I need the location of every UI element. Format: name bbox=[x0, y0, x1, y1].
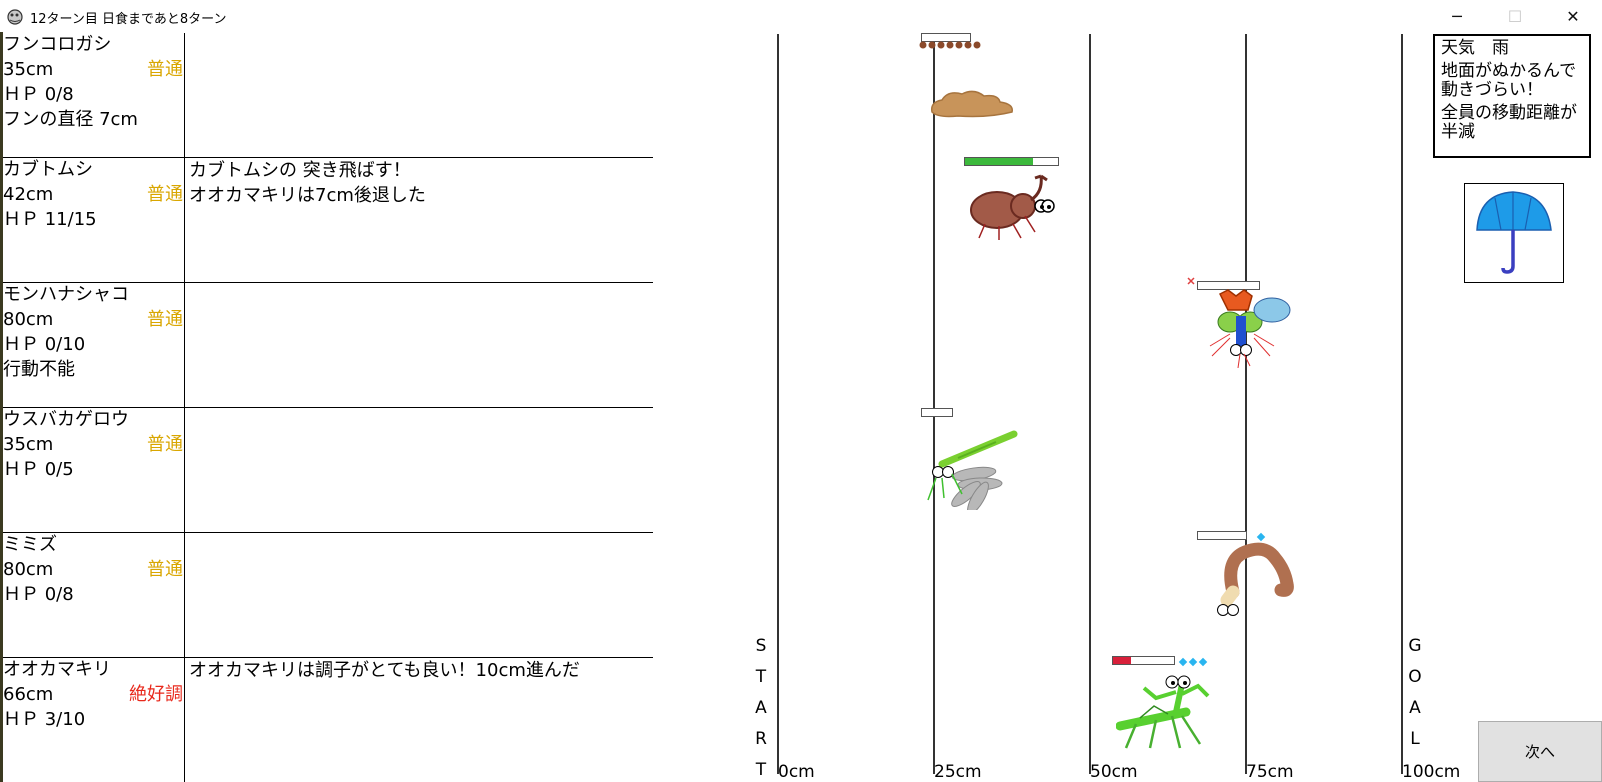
dung-beetle-pellets-icon bbox=[919, 41, 981, 49]
insect-name: ミミズ bbox=[3, 534, 57, 555]
distance-label: 50cm bbox=[1090, 762, 1138, 782]
battle-log: オオカマキリは調子がとても良い！10cm進んだ bbox=[189, 658, 580, 683]
buff-icon bbox=[1178, 657, 1188, 667]
next-button[interactable]: 次へ bbox=[1478, 721, 1602, 782]
weather-effect: 半減 bbox=[1441, 122, 1475, 142]
insect-condition: 絶好調 bbox=[129, 684, 183, 705]
hp-bar-earthworm bbox=[1197, 531, 1247, 540]
insect-hp: ＨＰ 0/8 bbox=[3, 584, 74, 605]
goal-letter: O bbox=[1408, 667, 1422, 687]
weather-effect: 全員の移動距離が bbox=[1441, 103, 1577, 123]
battle-log: カブトムシの 突き飛ばす！ オオカマキリは7cm後退した bbox=[189, 158, 426, 208]
status-row-earthworm: ミミズ 80cm 普通 ＨＰ 0/8 bbox=[3, 533, 653, 658]
insect-name: フンコロガシ bbox=[3, 34, 112, 55]
insect-condition: 普通 bbox=[147, 434, 183, 455]
start-letter: R bbox=[755, 729, 767, 749]
insect-name: オオカマキリ bbox=[3, 659, 111, 680]
goal-letter: G bbox=[1408, 636, 1422, 656]
maximize-button[interactable]: ☐ bbox=[1507, 6, 1523, 26]
close-button[interactable]: ✕ bbox=[1566, 6, 1580, 26]
goal-letter: A bbox=[1409, 698, 1421, 718]
buff-icon bbox=[1188, 657, 1198, 667]
status-row-rhino-beetle: カブトムシ 42cm 普通 ＨＰ 11/15 カブトムシの 突き飛ばす！ オオカ… bbox=[3, 158, 653, 283]
track-line-75cm bbox=[1245, 34, 1247, 774]
status-row-dung-beetle: フンコロガシ 35cm 普通 ＨＰ 0/8 フンの直径 7cm bbox=[3, 33, 653, 158]
hp-bar-mantis bbox=[1112, 656, 1175, 665]
hp-bar-dung-beetle bbox=[921, 33, 971, 42]
insect-extra: フンの直径 7cm bbox=[3, 109, 138, 130]
insect-hp: ＨＰ 0/5 bbox=[3, 459, 74, 480]
track-line-0cm bbox=[777, 34, 779, 774]
weather-panel: 天気 雨 地面がぬかるんで 動きづらい！ 全員の移動距離が 半減 bbox=[1433, 34, 1591, 158]
distance-label: 100cm bbox=[1402, 762, 1461, 782]
goal-letter: L bbox=[1410, 729, 1420, 749]
insect-position: 42cm bbox=[3, 184, 54, 205]
insect-hp: ＨＰ 11/15 bbox=[3, 209, 97, 230]
status-row-mantis-shrimp: モンハナシャコ 80cm 普通 ＨＰ 0/10 行動不能 bbox=[3, 283, 653, 408]
insect-name: カブトムシ bbox=[3, 159, 93, 180]
track-line-50cm bbox=[1089, 34, 1091, 774]
insect-position: 80cm bbox=[3, 309, 54, 330]
window-title: 12ターン目 日食まであと8ターン bbox=[30, 12, 227, 27]
insect-condition: 普通 bbox=[147, 184, 183, 205]
start-letter: S bbox=[755, 636, 767, 656]
weather-title: 天気 雨 bbox=[1441, 38, 1509, 58]
dung-beetle-app-icon bbox=[7, 9, 23, 25]
insect-extra: 行動不能 bbox=[3, 359, 75, 380]
insect-name: モンハナシャコ bbox=[3, 284, 129, 305]
weather-icon-frame bbox=[1464, 183, 1564, 283]
start-letter: T bbox=[755, 760, 767, 780]
minimize-button[interactable]: ─ bbox=[1452, 6, 1462, 26]
insect-position: 35cm bbox=[3, 59, 54, 80]
start-letter: A bbox=[755, 698, 767, 718]
log-line: オオカマキリは7cm後退した bbox=[189, 185, 426, 206]
log-line: カブトムシの 突き飛ばす！ bbox=[189, 160, 411, 181]
defeated-mark-icon bbox=[1187, 277, 1195, 285]
insect-hp: ＨＰ 0/8 bbox=[3, 84, 74, 105]
track-line-100cm bbox=[1401, 34, 1403, 774]
track-line-25cm bbox=[933, 34, 935, 774]
buff-icon bbox=[1198, 657, 1208, 667]
earthworm-icon bbox=[1217, 542, 1294, 616]
dung-ball-icon bbox=[930, 90, 1013, 118]
insect-position: 35cm bbox=[3, 434, 54, 455]
start-letter: T bbox=[755, 667, 767, 687]
insect-hp: ＨＰ 0/10 bbox=[3, 334, 86, 355]
mantis-shrimp-icon bbox=[1209, 289, 1291, 368]
rhino-beetle-icon bbox=[970, 174, 1055, 240]
antlion-icon bbox=[927, 430, 1018, 510]
status-row-antlion: ウスバカゲロウ 35cm 普通 ＨＰ 0/5 bbox=[3, 408, 653, 533]
insect-position: 66cm bbox=[3, 684, 54, 705]
log-line: オオカマキリは調子がとても良い！10cm進んだ bbox=[189, 660, 580, 681]
insect-condition: 普通 bbox=[147, 59, 183, 80]
background-edge bbox=[0, 32, 3, 782]
weather-desc: 動きづらい！ bbox=[1441, 80, 1543, 100]
title-bar: 12ターン目 日食まであと8ターン ─ ☐ ✕ bbox=[0, 0, 1602, 32]
insect-condition: 普通 bbox=[147, 309, 183, 330]
row-divider bbox=[184, 283, 185, 407]
row-divider bbox=[184, 533, 185, 657]
weather-desc: 地面がぬかるんで bbox=[1441, 61, 1577, 81]
insect-name: ウスバカゲロウ bbox=[3, 409, 129, 430]
mantis-icon bbox=[1116, 675, 1210, 749]
row-divider bbox=[184, 408, 185, 532]
status-row-mantis: オオカマキリ 66cm 絶好調 ＨＰ 3/10 オオカマキリは調子がとても良い！… bbox=[3, 658, 653, 782]
hp-bar-rhino-beetle bbox=[964, 157, 1059, 166]
row-divider bbox=[184, 33, 185, 157]
insect-hp: ＨＰ 3/10 bbox=[3, 709, 86, 730]
insect-position: 80cm bbox=[3, 559, 54, 580]
insect-condition: 普通 bbox=[147, 559, 183, 580]
distance-label: 75cm bbox=[1246, 762, 1294, 782]
distance-label: 0cm bbox=[778, 762, 815, 782]
row-divider bbox=[184, 658, 185, 782]
umbrella-icon bbox=[1476, 191, 1552, 274]
row-divider bbox=[184, 158, 185, 282]
hp-bar-antlion bbox=[921, 408, 953, 417]
distance-label: 25cm bbox=[934, 762, 982, 782]
